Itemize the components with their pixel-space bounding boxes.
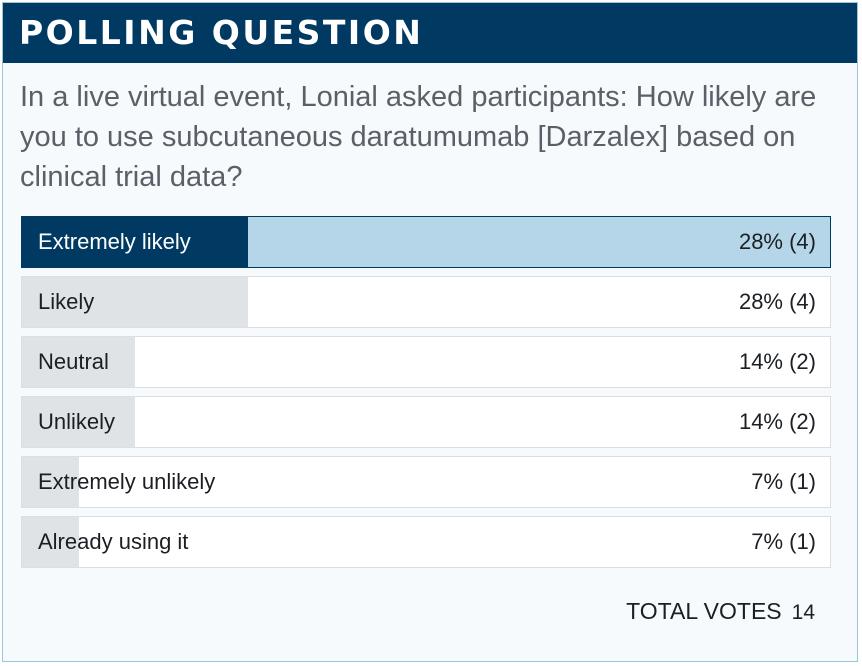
poll-option-label: Neutral bbox=[38, 349, 109, 374]
poll-option-bar bbox=[22, 397, 136, 447]
poll-option-value: 28% (4) bbox=[738, 229, 816, 254]
poll-question: In a live virtual event, Lonial asked pa… bbox=[20, 81, 817, 193]
poll-option-value: 7% (1) bbox=[751, 529, 816, 554]
poll-option-bar bbox=[22, 457, 79, 507]
poll-option-label: Already using it bbox=[38, 529, 189, 554]
poll-options: Extremely likely 28% (4) Likely 28% (4) Neut… bbox=[21, 216, 831, 576]
poll-option[interactable]: Likely 28% (4) bbox=[21, 276, 831, 328]
poll-option-label: Likely bbox=[38, 289, 95, 314]
poll-option-bar bbox=[22, 217, 249, 267]
poll-option-value: 7% (1) bbox=[751, 469, 816, 494]
poll-option-value: 14% (2) bbox=[738, 409, 816, 434]
total-votes-count: 14 bbox=[791, 601, 815, 624]
poll-option-label: Unlikely bbox=[38, 409, 116, 434]
poll-option-bar bbox=[22, 517, 79, 567]
poll-option-bar bbox=[22, 277, 249, 327]
poll-option-label: Extremely likely bbox=[38, 229, 191, 254]
poll-option[interactable]: Neutral 14% (2) bbox=[21, 336, 831, 388]
poll-option[interactable]: Extremely unlikely 7% (1) bbox=[21, 456, 831, 508]
poll-option-label: Extremely unlikely bbox=[38, 469, 216, 494]
poll-option[interactable]: Unlikely 14% (2) bbox=[21, 396, 831, 448]
poll-option[interactable]: Extremely likely 28% (4) bbox=[21, 216, 831, 268]
poll-option-value: 28% (4) bbox=[738, 289, 816, 314]
total-votes-label: TOTAL VOTES bbox=[626, 598, 782, 624]
poll-header: POLLING QUESTION bbox=[3, 3, 857, 63]
poll-option-value: 14% (2) bbox=[738, 349, 816, 374]
total-votes: TOTAL VOTES 14 bbox=[626, 595, 815, 629]
poll-option[interactable]: Already using it 7% (1) bbox=[21, 516, 831, 568]
poll-option-bar bbox=[22, 337, 136, 387]
poll-title: POLLING QUESTION bbox=[19, 13, 424, 52]
